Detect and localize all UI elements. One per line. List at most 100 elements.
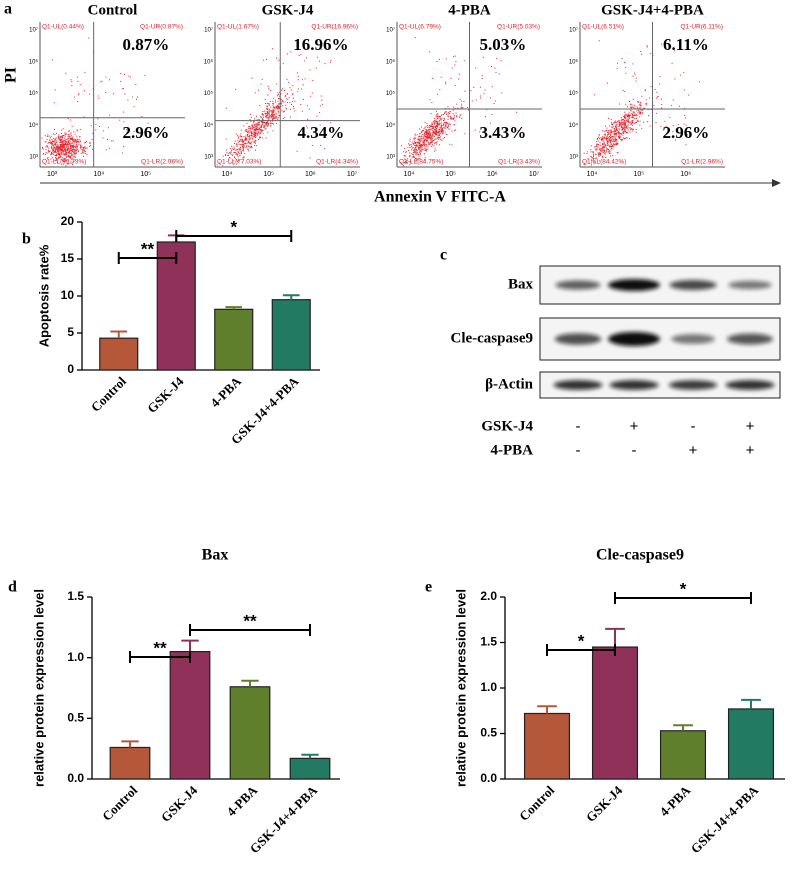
event-dot	[278, 59, 280, 61]
event-dot	[51, 142, 53, 144]
event-dot	[596, 144, 598, 146]
event-dot	[437, 136, 439, 138]
event-dot	[599, 152, 601, 154]
event-dot	[603, 150, 605, 151]
event-dot	[632, 75, 634, 77]
event-dot	[77, 101, 79, 102]
event-dot	[68, 150, 70, 152]
event-dot	[636, 120, 638, 122]
significance-label: **	[153, 638, 167, 657]
event-dot	[615, 139, 617, 141]
event-dot	[235, 153, 237, 155]
y-tick-label: 1.5	[67, 589, 84, 603]
event-dot	[286, 93, 288, 95]
event-dot	[409, 155, 411, 157]
event-dot	[71, 137, 73, 139]
gate-label: Q1-LL(84.42%)	[582, 159, 626, 166]
event-dot	[429, 129, 431, 131]
event-dot	[458, 78, 460, 80]
event-dot	[431, 136, 433, 138]
event-dot	[55, 141, 57, 143]
event-dot	[614, 132, 616, 134]
event-dot	[266, 58, 267, 60]
event-dot	[602, 143, 604, 145]
event-dot	[426, 136, 428, 138]
event-dot	[245, 147, 247, 149]
event-dot	[616, 152, 618, 154]
event-dot	[46, 152, 48, 154]
event-dot	[76, 145, 78, 147]
event-dot	[68, 149, 70, 151]
event-dot	[414, 145, 416, 146]
event-dot	[277, 117, 279, 118]
event-dot	[602, 139, 604, 141]
event-dot	[606, 149, 608, 151]
event-dot	[55, 158, 57, 160]
event-dot	[426, 136, 428, 137]
event-dot	[61, 136, 63, 138]
event-dot	[122, 111, 124, 113]
panel-label: b	[22, 231, 31, 248]
event-dot	[50, 135, 52, 137]
event-dot	[67, 138, 69, 139]
event-dot	[598, 154, 600, 156]
event-dot	[430, 137, 432, 139]
event-dot	[617, 152, 619, 154]
event-dot	[49, 139, 51, 141]
event-dot	[277, 93, 279, 95]
event-dot	[617, 62, 618, 64]
event-dot	[267, 131, 269, 133]
event-dot	[67, 142, 69, 144]
event-dot	[583, 152, 585, 154]
event-dot	[68, 139, 70, 141]
event-dot	[272, 114, 274, 116]
event-dot	[268, 117, 270, 119]
event-dot	[265, 103, 267, 104]
event-dot	[624, 128, 625, 130]
event-dot	[418, 141, 420, 143]
event-dot	[607, 133, 609, 135]
event-dot	[613, 128, 615, 130]
event-dot	[416, 149, 418, 151]
event-dot	[458, 73, 460, 75]
significance-label: **	[243, 611, 257, 630]
event-dot	[66, 143, 68, 145]
event-dot	[72, 144, 74, 146]
event-dot	[597, 138, 598, 139]
event-dot	[255, 132, 257, 134]
event-dot	[633, 113, 635, 115]
event-dot	[62, 160, 64, 162]
event-dot	[608, 151, 610, 153]
event-dot	[252, 134, 254, 136]
event-dot	[422, 145, 423, 147]
event-dot	[594, 158, 596, 160]
event-dot	[471, 100, 473, 102]
event-dot	[429, 99, 431, 101]
event-dot	[235, 133, 237, 135]
event-dot	[639, 124, 641, 126]
event-dot	[272, 118, 274, 120]
event-dot	[120, 73, 122, 75]
event-dot	[404, 148, 406, 150]
event-dot	[419, 133, 421, 135]
event-dot	[268, 117, 270, 118]
event-dot	[67, 141, 69, 143]
event-dot	[438, 129, 440, 130]
event-dot	[312, 80, 314, 82]
event-dot	[68, 130, 70, 132]
event-dot	[292, 92, 294, 94]
event-dot	[75, 140, 77, 141]
event-dot	[616, 124, 618, 125]
event-dot	[430, 138, 432, 140]
event-dot	[612, 155, 614, 157]
event-dot	[79, 136, 81, 138]
event-dot	[616, 143, 618, 145]
event-dot	[438, 120, 440, 122]
event-dot	[624, 124, 626, 126]
protein-label: Cle-caspase9	[451, 330, 534, 346]
event-dot	[236, 143, 238, 145]
event-dot	[83, 152, 85, 154]
event-dot	[66, 156, 68, 158]
event-dot	[66, 155, 68, 157]
event-dot	[47, 142, 49, 144]
